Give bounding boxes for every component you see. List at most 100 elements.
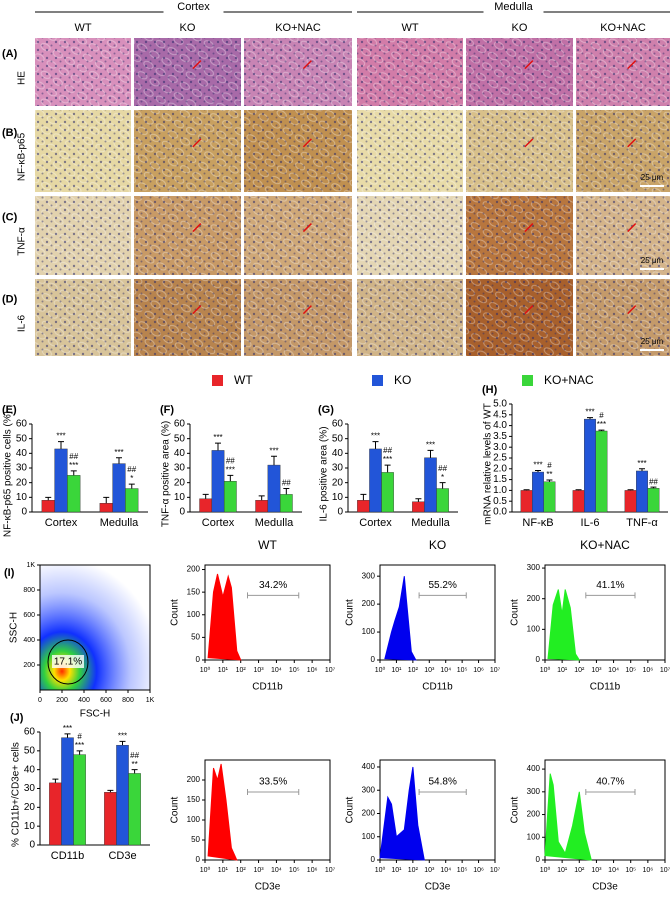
gate (418, 592, 467, 599)
y-tick-label: 200 (362, 809, 376, 818)
y-tick-label: 60 (24, 727, 36, 738)
error-bar (258, 495, 265, 501)
x-tick-label: 10² (236, 867, 247, 874)
x-tick-label: CD3e (108, 850, 136, 862)
y-tick-label: 10 (332, 492, 344, 503)
x-tick-label: 1K (146, 697, 155, 704)
gate-label: 17.1% (54, 657, 82, 668)
x-tick-label: 10³ (591, 867, 602, 874)
significance: ## (69, 452, 78, 461)
significance: *** (585, 408, 594, 417)
y-tick-label: 100 (187, 610, 201, 619)
density-cloud (40, 565, 150, 690)
significance: ## (282, 479, 291, 488)
y-axis-label: mRNA relative levels of WT (483, 403, 494, 525)
error-bar (52, 778, 59, 783)
y-tick-label: 0 (371, 855, 376, 864)
y-tick-label: 40 (332, 448, 344, 459)
x-tick-label: 600 (100, 697, 112, 704)
arrow (302, 138, 312, 148)
y-tick-label: 2.5 (493, 453, 507, 464)
significance: * (441, 473, 444, 482)
micrograph-nuclei (134, 110, 241, 192)
y-tick-label: 200 (187, 775, 201, 784)
gate (585, 592, 636, 599)
y-axis-label: Count (345, 796, 356, 823)
x-tick-label: 10⁵ (457, 667, 468, 674)
x-tick-label: 10³ (254, 867, 265, 874)
error-bar (131, 769, 138, 774)
bar (67, 475, 81, 513)
bar (381, 472, 394, 513)
x-tick-label: 10¹ (218, 667, 229, 674)
x-tick-label: 10² (408, 867, 419, 874)
y-axis-label: Count (510, 599, 521, 626)
y-tick-label: 3.5 (493, 431, 507, 442)
x-tick-label: 10⁴ (608, 667, 619, 674)
error-bar (372, 441, 379, 449)
bar (279, 494, 293, 513)
x-tick-label: 10⁷ (325, 867, 336, 874)
legend-swatch (522, 375, 533, 386)
micrograph-nuclei (357, 196, 463, 275)
y-tick-label: 400 (527, 764, 541, 773)
column-title: KO+NAC (275, 22, 321, 34)
x-tick-label: NF-κB (522, 517, 553, 529)
x-tick-label: Cortex (202, 517, 235, 529)
error-bar (546, 479, 553, 482)
arrow (627, 138, 637, 148)
x-tick-label: Medulla (100, 517, 139, 529)
panel-letter: (H) (482, 384, 498, 396)
histogram-area (207, 763, 238, 861)
micrograph-nuclei (576, 110, 670, 192)
error-bar (58, 441, 64, 449)
x-tick-label: 200 (56, 697, 68, 704)
plot-frame (544, 759, 666, 861)
arrow (192, 223, 202, 233)
micrograph-nuclei (244, 38, 352, 106)
x-tick-label: CD11b (51, 850, 84, 862)
error-bar (360, 493, 367, 501)
y-tick-label: 100 (527, 832, 541, 841)
row-stain: IL-6 (17, 314, 28, 332)
micrograph-nuclei (576, 38, 670, 106)
bar (357, 500, 370, 513)
error-bar (639, 468, 645, 471)
x-tick-label: 10² (236, 667, 247, 674)
x-tick-label: 0 (38, 697, 42, 704)
x-tick-label: 10⁶ (473, 867, 484, 874)
y-tick-label: 0.5 (493, 496, 507, 507)
x-tick-label: 10⁰ (375, 866, 386, 874)
arrow (192, 138, 202, 148)
bar (41, 500, 55, 513)
y-tick-label: 200 (23, 662, 35, 669)
y-tick-label: 20 (174, 477, 186, 488)
y-tick-label: 600 (23, 612, 35, 619)
y-tick-label: 1K (26, 562, 35, 569)
bar (211, 450, 225, 513)
bar (572, 490, 585, 513)
x-tick-label: 10⁶ (643, 667, 654, 674)
significance: ** (131, 760, 137, 769)
histogram-area (379, 766, 425, 861)
row-stain: HE (17, 71, 28, 85)
arrow (524, 305, 534, 315)
y-tick-label: 200 (362, 599, 376, 608)
significance: * (130, 474, 133, 483)
bar (412, 501, 425, 513)
y-tick-label: 5.0 (493, 399, 507, 410)
micrograph-nuclei (35, 38, 131, 106)
x-tick-label: 10⁰ (200, 866, 211, 874)
micrograph-nuclei (35, 279, 131, 356)
group-title: Cortex (177, 1, 210, 13)
micrograph-nuclei (576, 279, 670, 356)
y-tick-label: 50 (24, 745, 36, 756)
x-tick-label: 10⁵ (457, 867, 468, 874)
bar (128, 773, 141, 846)
x-tick-label: 10³ (254, 667, 265, 674)
x-tick-label: 10⁵ (625, 867, 636, 874)
x-tick-label: 10⁷ (660, 867, 671, 874)
y-tick-label: 10 (16, 492, 28, 503)
bar (636, 470, 648, 513)
x-tick-label: 10¹ (391, 667, 402, 674)
